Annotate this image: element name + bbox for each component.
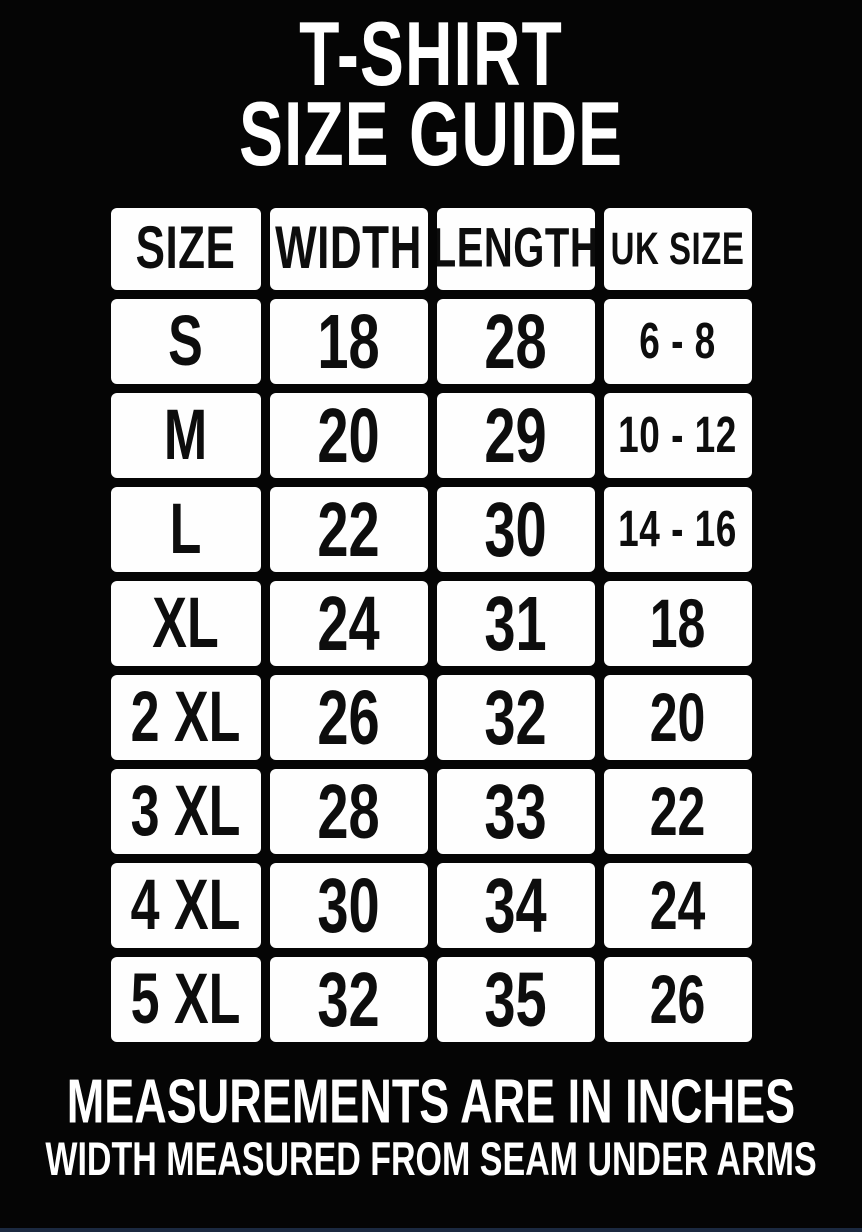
table-cell: 10 - 12 <box>603 393 752 478</box>
cell-size-3xl: 3 XL <box>130 771 241 852</box>
footer-note-method: WIDTH MEASURED FROM SEAM UNDER ARMS <box>0 1133 862 1185</box>
table-cell: M <box>110 393 261 478</box>
cell-uk-l: 14 - 16 <box>618 500 737 557</box>
table-cell: XL <box>110 581 261 666</box>
table-cell: 33 <box>436 769 595 854</box>
table-cell: 3 XL <box>110 769 261 854</box>
title-line-1: T-SHIRT <box>0 2 862 104</box>
table-cell: 4 XL <box>110 863 261 948</box>
table-cell: 34 <box>436 863 595 948</box>
table-cell: 14 - 16 <box>603 487 752 572</box>
cell-width-xl: 24 <box>317 581 380 666</box>
cell-uk-s: 6 - 8 <box>639 312 716 369</box>
cell-uk-xl: 18 <box>649 584 706 662</box>
table-cell: 22 <box>603 769 752 854</box>
table-cell: 28 <box>436 299 595 384</box>
table-cell: 30 <box>436 487 595 572</box>
cell-uk-m: 10 - 12 <box>618 406 737 463</box>
cell-size-l: L <box>169 489 202 570</box>
table-cell: 22 <box>269 487 428 572</box>
cell-size-s: S <box>168 301 203 382</box>
cell-length-l: 30 <box>484 487 547 572</box>
cell-size-5xl: 5 XL <box>130 959 241 1040</box>
table-cell: 20 <box>269 393 428 478</box>
cell-size-2xl: 2 XL <box>130 677 241 758</box>
table-cell: 6 - 8 <box>603 299 752 384</box>
column-header-size-text: SIZE <box>135 214 236 282</box>
cell-uk-4xl: 24 <box>649 866 706 944</box>
table-cell: 31 <box>436 581 595 666</box>
title-line-1-text: T-SHIRT <box>299 2 563 105</box>
cell-length-5xl: 35 <box>484 957 547 1042</box>
table-cell: 28 <box>269 769 428 854</box>
footer-note-units-text: MEASUREMENTS ARE IN INCHES <box>66 1065 796 1137</box>
cell-width-2xl: 26 <box>317 675 380 760</box>
footer-note-units: MEASUREMENTS ARE IN INCHES <box>0 1066 862 1136</box>
cell-width-4xl: 30 <box>317 863 380 948</box>
table-cell: 32 <box>269 957 428 1042</box>
table-cell: 32 <box>436 675 595 760</box>
table-cell: 30 <box>269 863 428 948</box>
cell-width-m: 20 <box>317 393 380 478</box>
table-cell: 18 <box>269 299 428 384</box>
table-cell: 35 <box>436 957 595 1042</box>
table-cell: 26 <box>269 675 428 760</box>
table-cell: 5 XL <box>110 957 261 1042</box>
cell-length-4xl: 34 <box>484 863 547 948</box>
table-cell: 20 <box>603 675 752 760</box>
cell-length-m: 29 <box>484 393 547 478</box>
title-line-2-text: SIZE GUIDE <box>238 82 624 185</box>
table-cell: 29 <box>436 393 595 478</box>
table-cell: S <box>110 299 261 384</box>
cell-width-s: 18 <box>317 299 380 384</box>
footer-notes: MEASUREMENTS ARE IN INCHES WIDTH MEASURE… <box>0 1066 862 1186</box>
column-header-width-text: WIDTH <box>275 214 422 282</box>
title-line-2: SIZE GUIDE <box>0 82 862 184</box>
cell-uk-5xl: 26 <box>649 960 706 1038</box>
cell-length-xl: 31 <box>484 581 547 666</box>
column-header-uk-size: UK SIZE <box>603 208 752 290</box>
column-header-length: LENGTH <box>436 208 595 290</box>
cell-size-m: M <box>163 395 208 476</box>
column-header-uk-size-text: UK SIZE <box>610 222 745 274</box>
table-cell: 18 <box>603 581 752 666</box>
table-cell: 24 <box>269 581 428 666</box>
cell-uk-2xl: 20 <box>649 678 706 756</box>
cell-uk-3xl: 22 <box>649 772 706 850</box>
column-header-width: WIDTH <box>269 208 428 290</box>
page-title: T-SHIRT SIZE GUIDE <box>0 0 862 184</box>
table-cell: 26 <box>603 957 752 1042</box>
cell-length-3xl: 33 <box>484 769 547 854</box>
size-table: SIZE WIDTH LENGTH UK SIZE S 18 28 6 - 8 … <box>110 208 752 1042</box>
table-cell: L <box>110 487 261 572</box>
cell-width-5xl: 32 <box>317 957 380 1042</box>
cell-width-l: 22 <box>317 487 380 572</box>
cell-length-s: 28 <box>484 299 547 384</box>
footer-note-method-text: WIDTH MEASURED FROM SEAM UNDER ARMS <box>45 1133 817 1186</box>
table-cell: 2 XL <box>110 675 261 760</box>
cell-length-2xl: 32 <box>484 675 547 760</box>
column-header-size: SIZE <box>110 208 261 290</box>
cell-size-xl: XL <box>152 583 219 664</box>
cell-size-4xl: 4 XL <box>130 865 241 946</box>
table-cell: 24 <box>603 863 752 948</box>
cell-width-3xl: 28 <box>317 769 380 854</box>
column-header-length-text: LENGTH <box>436 217 595 279</box>
bottom-edge-artifact <box>0 1228 862 1232</box>
